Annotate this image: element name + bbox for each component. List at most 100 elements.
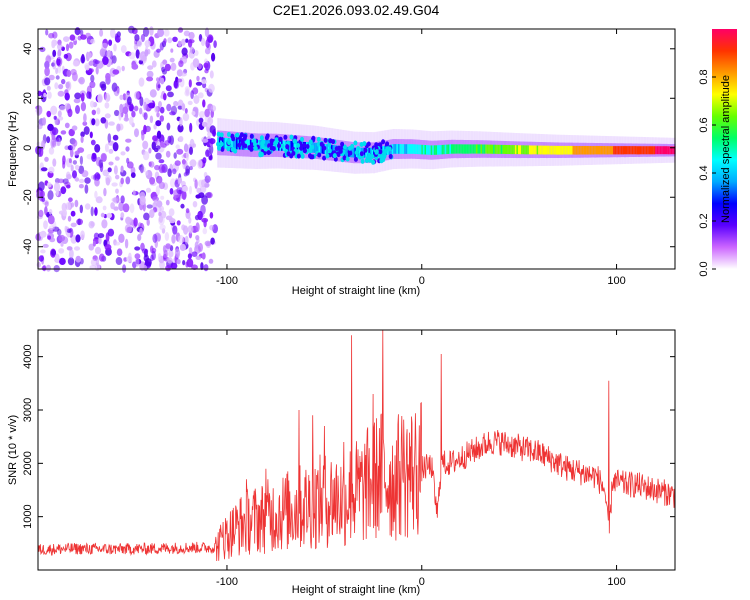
ridge-core (522, 145, 525, 155)
ridge-core (571, 145, 573, 155)
x-tick-label: -100 (216, 576, 238, 588)
noise-dot (148, 147, 152, 154)
noise-dot (146, 70, 154, 78)
noise-dot (37, 123, 43, 130)
noise-dot (166, 103, 172, 112)
noise-dot (84, 184, 89, 194)
noise-dot (178, 60, 184, 68)
ridge-core (309, 142, 311, 153)
ridge-core (645, 146, 648, 155)
noise-dot (72, 60, 80, 67)
noise-dot (81, 170, 89, 178)
ridge-core (223, 137, 226, 149)
ridge-core (608, 146, 611, 155)
noise-dot (51, 127, 59, 136)
ridge-core (527, 145, 530, 155)
noise-dot (103, 187, 107, 197)
noise-dot (204, 27, 210, 38)
noise-dot (210, 105, 217, 112)
noise-dot (51, 249, 56, 256)
y-tick-label: 2000 (22, 451, 34, 475)
noise-dot (47, 190, 54, 201)
noise-dot (181, 159, 186, 165)
noise-dot (121, 65, 125, 72)
noise-dot (80, 92, 85, 102)
noise-dot (42, 117, 47, 126)
ridge-speckle (263, 146, 268, 152)
snr-frame (37, 329, 676, 571)
noise-dot (133, 217, 138, 227)
ridge-speckle (261, 139, 266, 145)
ridge-core (547, 145, 550, 155)
ridge-core (549, 145, 551, 155)
noise-dot (196, 187, 202, 194)
noise-dot (195, 235, 200, 241)
snr-x-axis-label: Height of straight line (km) (292, 584, 420, 596)
noise-dot (181, 190, 187, 201)
noise-dot (133, 43, 138, 51)
noise-dot (178, 135, 184, 143)
ridge-speckle (342, 144, 347, 150)
ridge-core (552, 145, 555, 155)
noise-dot (110, 28, 116, 38)
noise-dot (209, 224, 215, 231)
ridge-core (482, 144, 484, 154)
ridge-speckle (227, 140, 232, 146)
noise-dot (125, 216, 132, 225)
ridge-speckle (293, 139, 298, 145)
noise-dot (173, 80, 180, 89)
noise-dot (196, 75, 200, 82)
noise-dot (152, 233, 158, 243)
ridge-speckle (327, 148, 332, 154)
ridge-core (538, 145, 540, 155)
ridge-core (656, 146, 659, 155)
noise-dot (197, 159, 203, 169)
ridge-core (346, 146, 349, 157)
ridge-speckle (308, 148, 313, 154)
noise-dot (176, 220, 181, 226)
ridge-speckle (325, 153, 330, 159)
noise-dot (189, 122, 193, 133)
ridge-core (594, 146, 597, 155)
noise-dot (172, 168, 177, 175)
noise-dot (104, 102, 110, 109)
noise-dot (186, 258, 194, 268)
noise-dot (132, 189, 136, 196)
ridge-core (454, 144, 456, 154)
ridge-core (463, 144, 466, 154)
ridge-core (421, 144, 424, 155)
ridge-core (525, 145, 528, 155)
ridge-core (284, 140, 286, 152)
ridge-speckle (348, 150, 353, 156)
ridge-core (539, 145, 542, 155)
ridge-speckle (378, 149, 383, 155)
noise-dot (162, 69, 167, 75)
noise-dot (78, 178, 85, 184)
ridge-core (432, 145, 435, 155)
noise-dot (157, 253, 162, 261)
noise-dot (100, 83, 107, 91)
noise-dot (90, 38, 96, 44)
ridge-core (318, 143, 321, 154)
noise-dot (208, 83, 215, 93)
ridge-core (628, 146, 631, 155)
spectrogram-ticks: -100 0 100 40 20 0 -20 -40 (22, 29, 675, 287)
noise-dot (206, 191, 213, 199)
noise-dot (93, 174, 97, 181)
ridge-core (611, 146, 614, 155)
ridge-speckle (219, 132, 224, 138)
noise-dot (60, 186, 67, 195)
noise-dot (185, 151, 189, 161)
noise-dot (67, 215, 72, 222)
noise-dot (69, 148, 74, 158)
ridge-core (535, 145, 537, 155)
ridge-core (514, 145, 517, 155)
noise-dot (68, 41, 74, 49)
noise-dot (120, 45, 127, 54)
ridge-speckle (239, 132, 244, 138)
ridge-core (583, 146, 586, 155)
noise-dot (75, 150, 80, 155)
ridge-speckle (362, 141, 367, 147)
noise-dot (39, 46, 46, 53)
ridge-core (574, 146, 576, 155)
